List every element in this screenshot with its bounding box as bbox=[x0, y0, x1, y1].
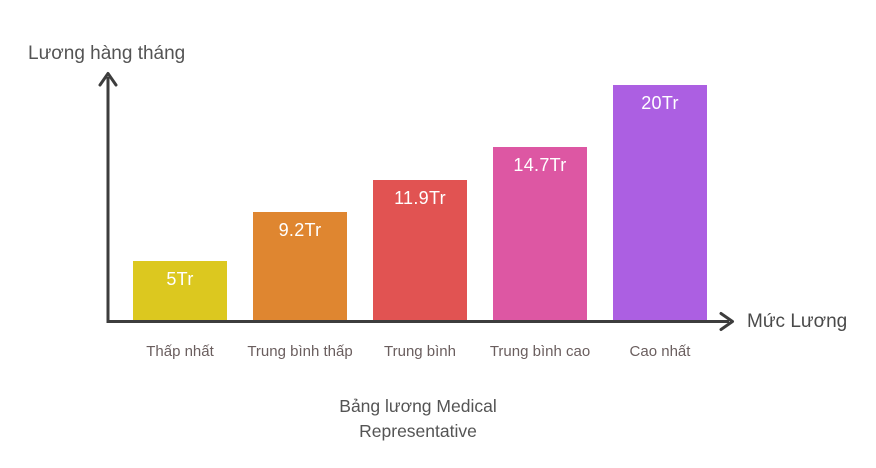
bar-2: 9.2Tr bbox=[252, 211, 348, 320]
y-axis-label: Lương hàng tháng bbox=[28, 43, 186, 64]
category-label: Trung bình thấp bbox=[247, 343, 353, 360]
bar-1: 5Tr bbox=[132, 261, 228, 320]
bar-value-label: 14.7Tr bbox=[513, 155, 567, 176]
bar-value-label: 9.2Tr bbox=[278, 219, 322, 240]
category-label: Cao nhất bbox=[629, 343, 691, 360]
bar-3: 11.9Tr bbox=[372, 180, 468, 320]
category-label: Trung bình cao bbox=[489, 343, 591, 360]
bar-5: 20Tr bbox=[612, 85, 708, 320]
bar-value-label: 20Tr bbox=[641, 93, 679, 113]
bar-value-label: 5Tr bbox=[166, 269, 194, 290]
bar-4: 14.7Tr bbox=[492, 147, 588, 320]
category-label: Trung bình bbox=[384, 343, 456, 360]
bar-value-label: 11.9Tr bbox=[394, 188, 446, 209]
category-label: Thấp nhất bbox=[146, 343, 214, 360]
chart-title-line-1: Bảng lương Medical bbox=[339, 396, 497, 416]
chart-title-line-2: Representative bbox=[359, 421, 477, 441]
x-axis-label: Mức Lương bbox=[747, 311, 848, 332]
chart-title: Bảng lương Medical Representative bbox=[268, 394, 568, 444]
